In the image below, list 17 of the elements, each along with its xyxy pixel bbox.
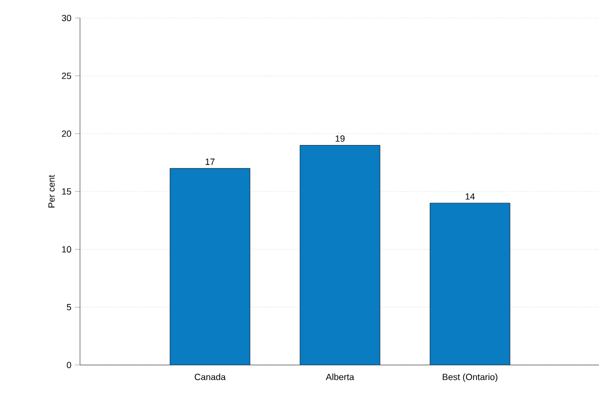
y-tick-label: 5 bbox=[66, 304, 72, 310]
x-tick-label: Alberta bbox=[326, 374, 354, 380]
data-label: 17 bbox=[206, 158, 215, 165]
x-tick-label: Canada bbox=[194, 374, 226, 380]
bar bbox=[170, 168, 250, 365]
y-tick-label: 20 bbox=[62, 130, 72, 137]
y-tick-label: 10 bbox=[62, 246, 72, 253]
data-label: 14 bbox=[466, 193, 475, 200]
y-axis-title: Per cent bbox=[48, 174, 55, 208]
bar bbox=[430, 202, 510, 365]
x-tick-label: Best (Ontario) bbox=[442, 374, 498, 382]
bar bbox=[300, 145, 380, 365]
data-label: 19 bbox=[336, 135, 345, 142]
y-tick-label: 15 bbox=[62, 188, 72, 195]
y-tick-label: 0 bbox=[66, 362, 72, 368]
y-tick-label: 30 bbox=[62, 14, 72, 22]
y-tick-label: 25 bbox=[62, 72, 72, 80]
